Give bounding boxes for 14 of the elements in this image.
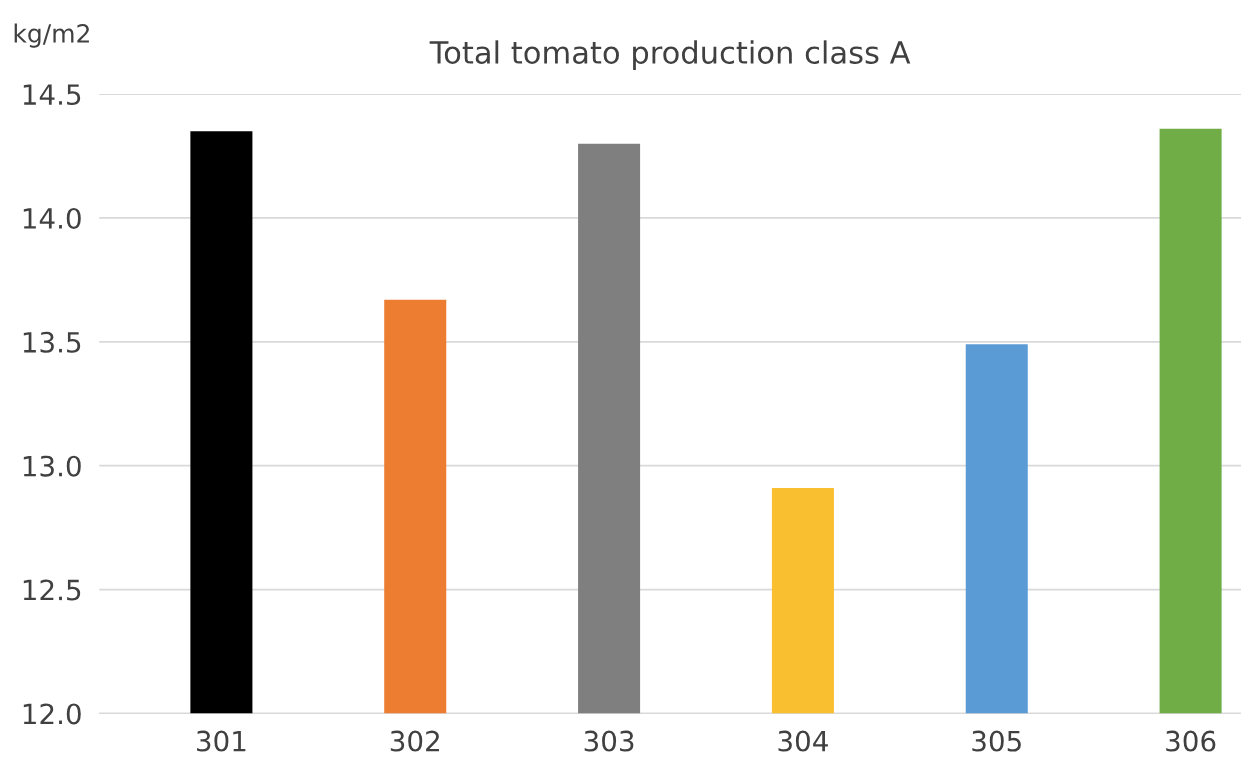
y-tick-label: 12.5 <box>23 579 81 601</box>
y-tick-label: 14.5 <box>23 84 81 106</box>
y-tick-label: 14.0 <box>23 207 81 229</box>
y-tick-label: 13.5 <box>23 331 81 353</box>
chart-title: Total tomato production class A <box>429 40 911 70</box>
x-tick-label: 301 <box>197 730 246 752</box>
y-tick-label: 12.0 <box>23 703 81 725</box>
x-tick-label: 303 <box>584 730 634 752</box>
x-tick-label: 302 <box>390 730 439 752</box>
x-tick-label: 304 <box>778 730 828 752</box>
x-tick-label: 305 <box>972 730 1021 752</box>
y-tick-label: 13.0 <box>23 455 81 477</box>
x-tick-label: 306 <box>1166 730 1216 752</box>
y-axis-title: kg/m2 <box>14 23 89 48</box>
